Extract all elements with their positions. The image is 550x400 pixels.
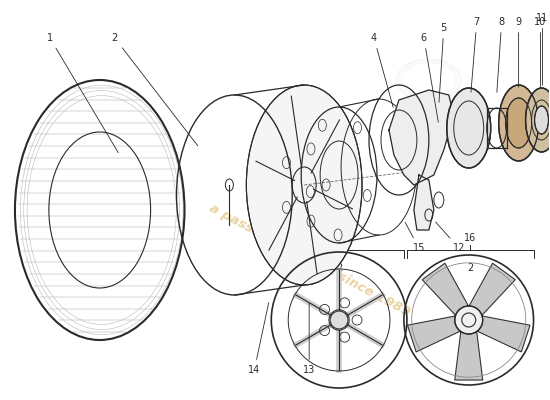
Text: 3: 3	[336, 233, 342, 243]
Text: 2: 2	[112, 33, 198, 146]
Text: 9: 9	[515, 17, 521, 87]
Ellipse shape	[499, 85, 538, 161]
Polygon shape	[389, 90, 454, 185]
Text: 14: 14	[248, 303, 269, 375]
Polygon shape	[469, 263, 515, 315]
Ellipse shape	[447, 88, 491, 168]
Text: 12: 12	[436, 222, 465, 253]
Text: 11: 11	[536, 13, 549, 85]
Text: 5: 5	[439, 23, 447, 102]
Polygon shape	[455, 332, 483, 380]
Ellipse shape	[505, 98, 531, 148]
Text: 2: 2	[467, 263, 474, 273]
Polygon shape	[477, 316, 530, 352]
Text: 10: 10	[535, 17, 547, 87]
Text: 16: 16	[464, 233, 476, 243]
Text: 8: 8	[497, 17, 505, 92]
Ellipse shape	[535, 106, 548, 134]
Text: 2: 2	[336, 263, 342, 273]
Polygon shape	[422, 263, 468, 315]
Polygon shape	[408, 316, 460, 352]
Ellipse shape	[330, 311, 348, 329]
Text: 6: 6	[421, 33, 438, 122]
Text: a passion for parts since 1989: a passion for parts since 1989	[206, 201, 412, 319]
Ellipse shape	[246, 85, 362, 285]
Ellipse shape	[455, 306, 483, 334]
Text: 4: 4	[371, 33, 393, 107]
Text: 15: 15	[405, 222, 425, 253]
Polygon shape	[414, 175, 434, 230]
Text: 13: 13	[303, 303, 315, 375]
Text: 1: 1	[47, 33, 118, 153]
Text: 7: 7	[471, 17, 480, 92]
Ellipse shape	[526, 88, 550, 152]
